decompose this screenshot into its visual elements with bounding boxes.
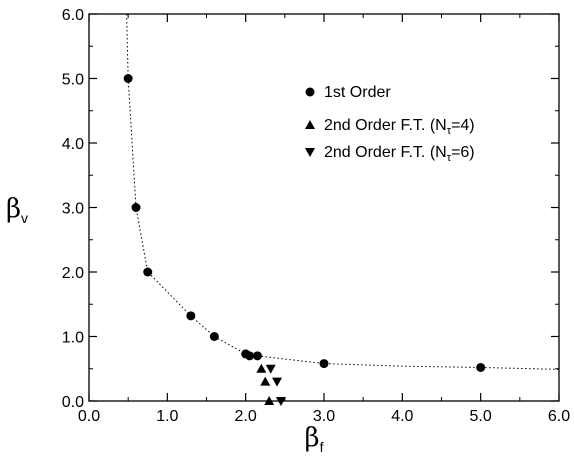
y-axis-title: βv [6,194,28,226]
first-order-point [131,203,141,212]
fit-curve-group [126,13,560,370]
legend-nt4-marker [305,120,315,129]
nt4-point [260,376,271,386]
legend-nt6-marker [305,148,315,157]
x-tick-label: 0.0 [78,408,100,425]
x-tick-label: 4.0 [391,408,413,425]
legend-nt6-label: 2nd Order F.T. (Nτ=6) [324,144,475,164]
x-axis-title: βf [305,423,324,455]
legend-first-order-label: 1st Order [324,84,391,101]
first-order-point [245,351,255,361]
nt6-point [272,377,282,387]
first-order-point [476,362,486,372]
x-tick-label: 1.0 [156,408,178,425]
nt6-point [275,397,286,406]
fit-curve [126,13,560,370]
first-order-point [209,332,219,341]
y-tick-label: 2.0 [62,265,84,282]
nt4-point [256,363,267,373]
y-tick-label: 6.0 [62,7,84,24]
legend: 1st Order 2nd Order F.T. (Nτ=4) 2nd Order … [305,84,475,164]
x-tick-label: 3.0 [313,408,335,425]
y-tick-label: 5.0 [62,72,84,89]
y-tick-label: 4.0 [62,136,84,153]
y-tick-label: 1.0 [62,330,84,347]
data-points [123,74,486,406]
nt6-point [265,364,276,374]
first-order-point [123,74,133,83]
y-tick-label: 3.0 [62,201,84,218]
x-tick-label: 6.0 [548,408,570,425]
first-order-point [143,267,153,277]
first-order-point [252,351,262,361]
first-order-point [319,359,329,369]
axes: 0.0 1.0 2.0 3.0 4.0 5.0 6.0 0.0 1.0 2.0 3.0 4.0 5.0 6… [6,7,570,455]
plot-frame [88,13,560,402]
x-tick-label: 5.0 [470,408,492,425]
first-order-point [186,311,196,321]
nt4-point [264,396,275,405]
legend-nt4-label: 2nd Order F.T. (Nτ=4) [324,117,475,137]
y-tick-label: 0.0 [62,394,84,411]
x-tick-label: 2.0 [235,408,257,425]
legend-first-order-marker [305,87,315,97]
